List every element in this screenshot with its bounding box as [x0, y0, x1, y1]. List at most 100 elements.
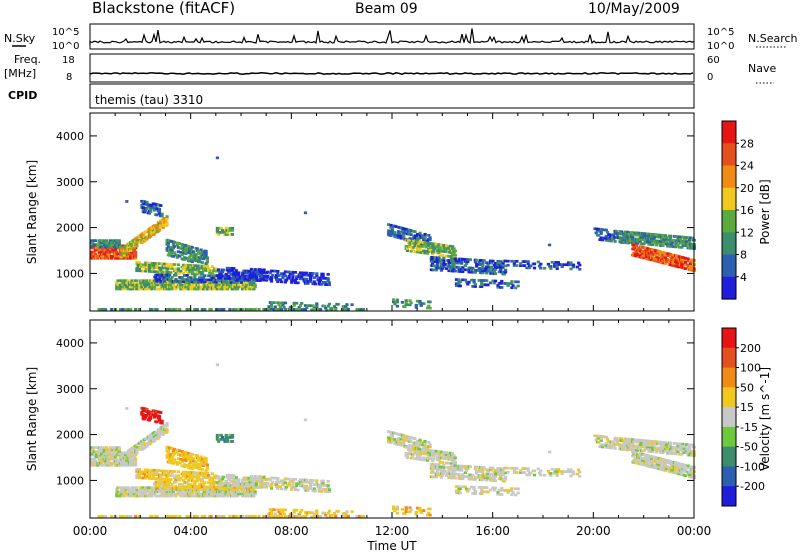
velocity-cell	[224, 479, 228, 483]
velocity-cell	[409, 456, 413, 460]
power-cell	[658, 233, 662, 237]
cpid-label: CPID	[8, 89, 37, 102]
power-cell	[241, 277, 245, 281]
velocity-cell	[453, 476, 457, 480]
velocity-cell	[424, 456, 428, 460]
velocity-cell	[115, 457, 119, 461]
power-cell	[393, 231, 397, 234]
velocity-cell	[210, 472, 214, 475]
power-cell	[168, 273, 172, 277]
velocity-cell	[481, 478, 485, 482]
power-cell	[626, 230, 630, 234]
velocity-cell	[321, 488, 325, 491]
power-cell	[506, 282, 510, 285]
power-cell	[463, 258, 467, 261]
power-cell	[190, 260, 194, 264]
power-cell	[418, 249, 422, 252]
power-cell	[423, 243, 427, 247]
power-cell	[100, 245, 104, 249]
power-cell	[568, 263, 572, 267]
velocity-cell	[252, 488, 256, 491]
velocity-cell	[110, 450, 114, 454]
velocity-cell	[165, 430, 169, 434]
power-cell	[475, 264, 479, 268]
power-cell	[90, 245, 94, 249]
power-cell	[165, 223, 169, 227]
power-cell	[209, 278, 213, 282]
velocity-cell	[298, 511, 303, 514]
velocity-cell	[426, 459, 430, 462]
power-cell	[180, 243, 184, 246]
velocity-cell	[315, 511, 319, 515]
power-cell	[506, 259, 510, 263]
power-cell	[646, 253, 650, 257]
velocity-heatmap	[90, 363, 696, 519]
power-cell	[253, 285, 257, 289]
power-cell	[618, 238, 622, 242]
velocity-cell	[399, 437, 403, 441]
power-cell	[181, 267, 186, 271]
power-cell	[188, 251, 192, 255]
velocity-cell	[324, 484, 328, 487]
velocity-cell	[453, 464, 457, 468]
velocity-cell	[137, 476, 141, 480]
velocity-cell	[232, 490, 236, 494]
nsearch-label: N.Search	[748, 32, 798, 45]
velocity-cell	[135, 468, 139, 471]
power-cell	[647, 232, 651, 236]
power-cell	[646, 249, 650, 252]
power-cell	[417, 237, 421, 241]
power-cell	[496, 261, 500, 265]
velocity-cell	[159, 486, 163, 490]
power-cell	[619, 232, 623, 235]
velocity-cell	[247, 478, 251, 482]
velocity-cell	[393, 438, 397, 441]
power-cell	[203, 264, 207, 268]
velocity-cell	[131, 463, 135, 467]
velocity-cell	[170, 492, 174, 496]
velocity-cell	[93, 446, 97, 449]
velocity-cell	[230, 494, 235, 498]
power-cell	[155, 213, 159, 217]
velocity-cell	[207, 485, 211, 489]
velocity-cell	[163, 424, 167, 427]
velocity-cell	[234, 515, 238, 518]
power-cell	[404, 245, 408, 248]
velocity-cell	[191, 459, 196, 463]
velocity-cell	[404, 434, 408, 438]
velocity-cell	[424, 448, 428, 452]
velocity-cell	[232, 482, 236, 485]
power-cell	[414, 234, 418, 238]
velocity-cell	[442, 455, 446, 458]
power-cell	[689, 244, 693, 248]
power-cell	[212, 269, 216, 273]
velocity-cell	[228, 492, 232, 496]
velocity-cell	[468, 477, 472, 481]
velocity-cell	[165, 469, 169, 473]
power-cell	[218, 270, 222, 274]
power-cell	[224, 280, 228, 284]
power-cell	[266, 275, 270, 279]
velocity-cell	[178, 478, 182, 482]
power-cell	[453, 269, 457, 273]
velocity-cell	[222, 487, 226, 491]
velocity-cell	[244, 492, 248, 496]
power-cell	[442, 248, 446, 251]
velocity-cell	[155, 486, 159, 490]
power-cell	[163, 262, 167, 266]
power-cell	[658, 254, 662, 258]
velocity-cell	[246, 485, 250, 488]
power-cell	[184, 263, 188, 267]
power-cell	[142, 265, 146, 269]
power-cell	[538, 264, 542, 268]
power-cell	[417, 242, 421, 246]
velocity-cell	[447, 476, 451, 480]
power-cell	[473, 283, 477, 286]
power-cell	[108, 239, 113, 242]
velocity-cell	[141, 415, 145, 419]
power-cell	[350, 303, 354, 306]
velocity-cell	[449, 474, 454, 478]
power-cell	[600, 228, 605, 231]
power-cell	[135, 281, 139, 285]
velocity-cell	[140, 494, 144, 498]
